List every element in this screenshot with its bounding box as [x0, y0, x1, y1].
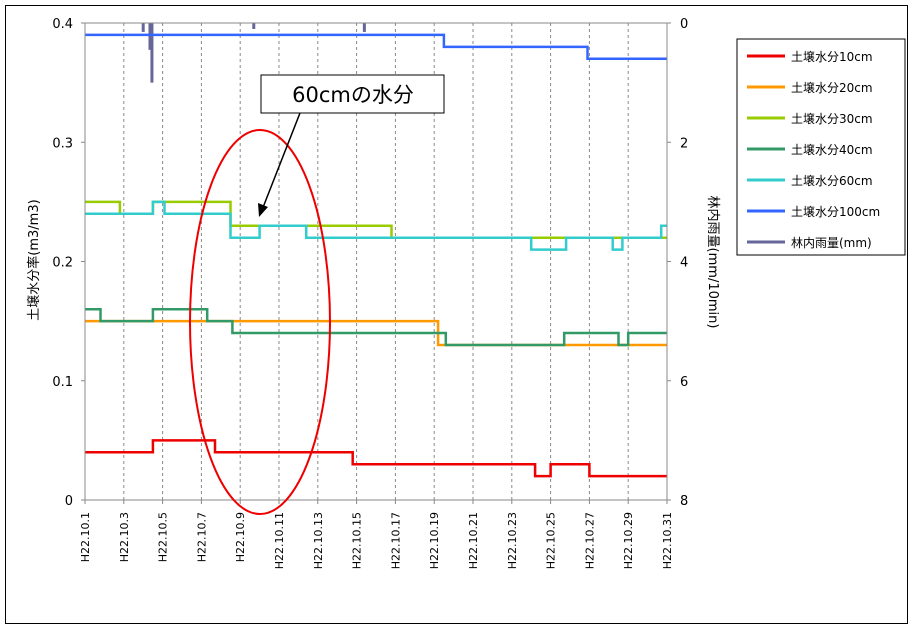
x-tick-label: H22.10.11: [273, 512, 286, 569]
legend-label: 林内雨量(mm): [791, 236, 872, 250]
y-axis-title: 土壌水分率(m3/m3): [26, 199, 42, 320]
legend-label: 土壌水分60cm: [791, 174, 873, 188]
y2-axis-title: 林内雨量(mm/10min): [705, 196, 721, 329]
x-tick-label: H22.10.1: [79, 512, 92, 562]
x-tick-label: H22.10.3: [118, 512, 131, 562]
x-tick-label: H22.10.13: [312, 512, 325, 569]
legend-box: [736, 38, 906, 256]
tick-labels: H22.10.1 H22.10.3 H22.10.5 H22.10.7 H22.10.9…: [52, 17, 688, 569]
series-line: [85, 200, 667, 239]
series-line: [85, 307, 667, 347]
y2-tick-label: 2: [680, 136, 688, 151]
rain-bar: [252, 23, 256, 29]
x-tick-label: H22.10.9: [234, 512, 247, 562]
legend-label: 土壌水分20cm: [791, 81, 873, 95]
y2-tick-label: 0: [680, 17, 688, 32]
callout-arrowhead: [258, 203, 268, 217]
y-tick-label: 0.1: [52, 375, 73, 390]
rain-bar: [148, 23, 152, 50]
rain-bar: [362, 23, 366, 32]
series-layer: [85, 23, 667, 478]
y-tick-label: 0.3: [52, 136, 73, 151]
highlight-ellipse: [189, 129, 331, 515]
x-tick-label: H22.10.15: [351, 512, 364, 569]
legend-label: 土壌水分40cm: [791, 143, 873, 157]
x-tick-label: H22.10.17: [389, 512, 402, 569]
y-tick-label: 0.2: [52, 256, 73, 271]
legend-label: 土壌水分10cm: [791, 50, 873, 64]
x-tick-label: H22.10.21: [467, 512, 480, 569]
x-tick-label: H22.10.27: [583, 512, 596, 569]
x-tick-label: H22.10.7: [195, 512, 208, 562]
x-tick-label: H22.10.25: [545, 512, 558, 569]
series-line: [85, 200, 667, 251]
x-tick-label: H22.10.29: [622, 512, 635, 569]
y2-tick-label: 4: [680, 256, 688, 271]
series-line: [85, 33, 667, 61]
x-tick-label: H22.10.19: [428, 512, 441, 569]
series-line: [85, 439, 667, 478]
x-tick-label: H22.10.31: [661, 512, 674, 569]
rain-bar: [141, 23, 145, 32]
callout-box: [260, 74, 445, 114]
x-tick-label: H22.10.5: [157, 512, 170, 562]
legend-label: 土壌水分100cm: [791, 205, 880, 219]
y2-tick-label: 6: [680, 375, 688, 390]
callout-label: 60cmの水分: [292, 83, 414, 107]
y-tick-label: 0.4: [52, 17, 73, 32]
x-tick-label: H22.10.23: [506, 512, 519, 569]
callout-arrow-line: [261, 112, 301, 211]
rain-bar: [150, 23, 154, 83]
y-tick-label: 0: [65, 494, 73, 509]
legend-label: 土壌水分30cm: [791, 112, 873, 126]
y2-tick-label: 8: [680, 494, 688, 509]
legend-entries: 土壌水分10cm 土壌水分20cm 土壌水分30cm 土壌水分40cm 土壌水分60cm…: [747, 50, 880, 250]
